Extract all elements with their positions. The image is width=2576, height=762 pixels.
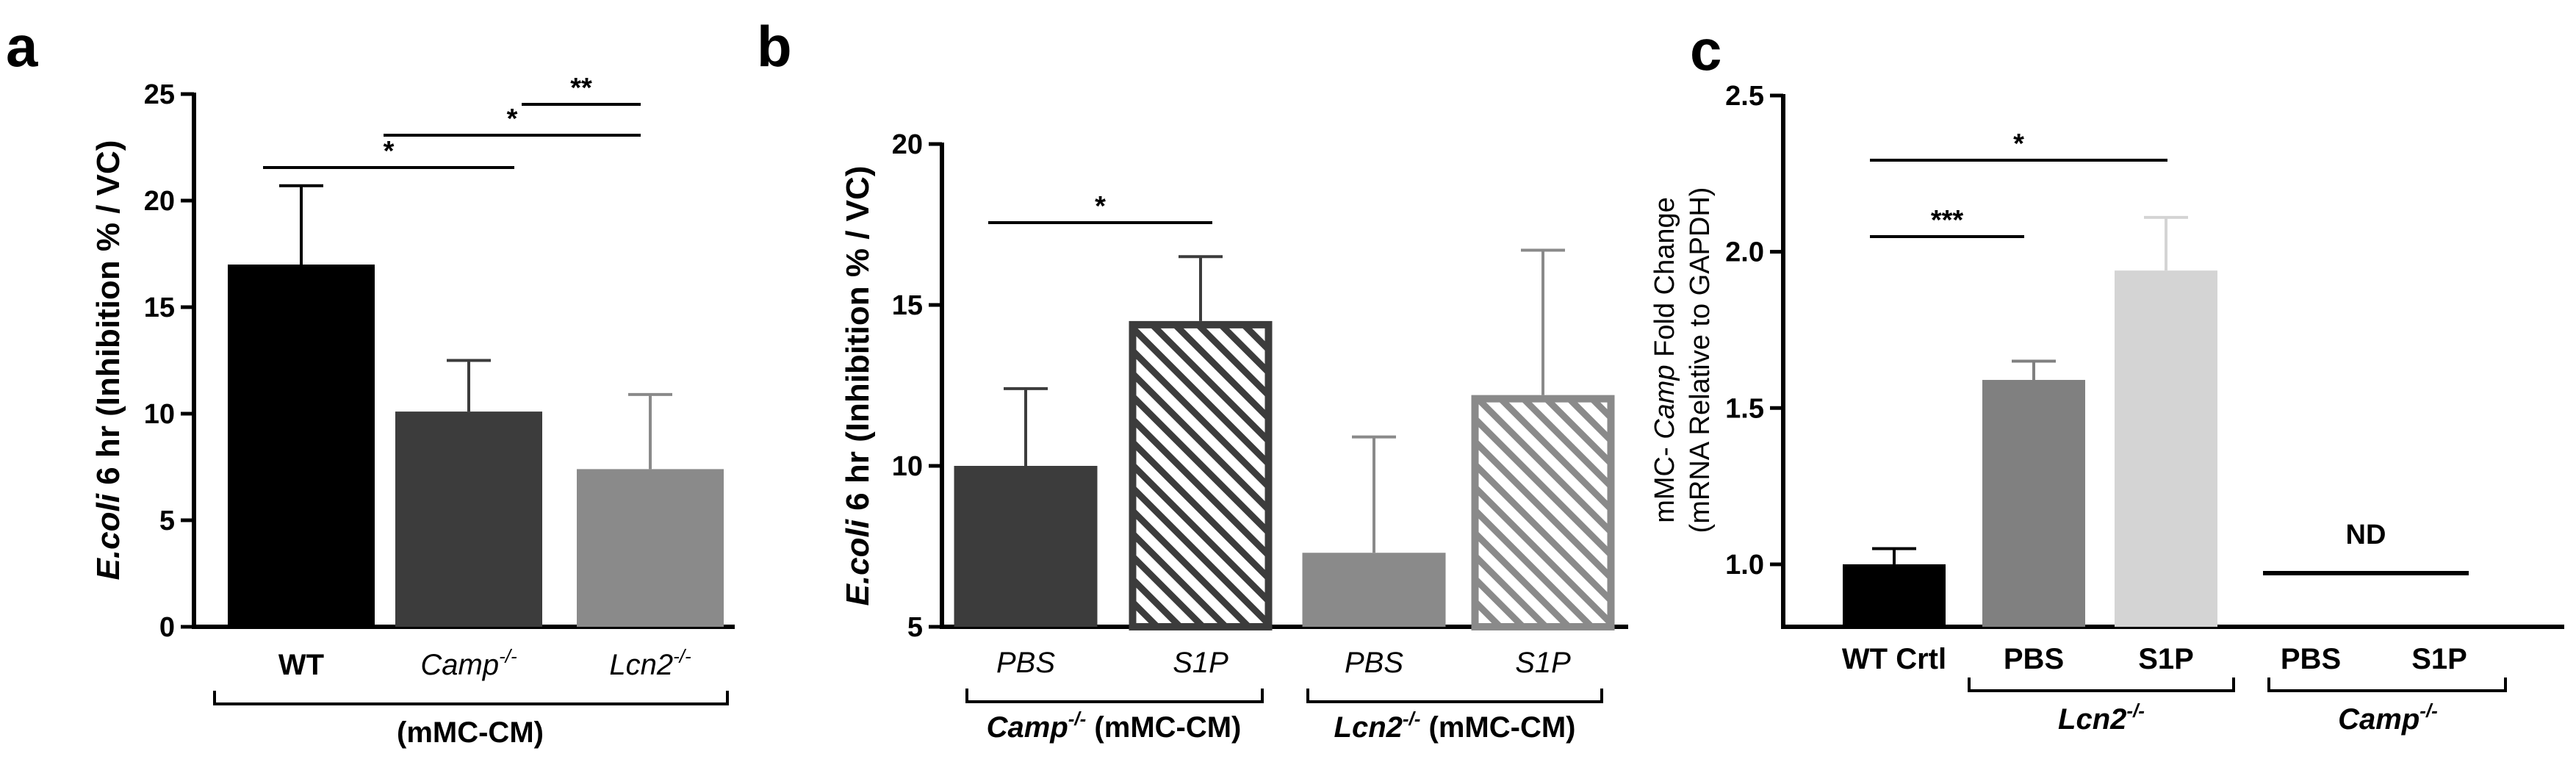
b-ytick-label: 15 [892,290,923,321]
a-ytick-label: 5 [159,506,175,536]
a-significance-label: ** [570,73,592,104]
b-category-label: PBS [996,647,1055,679]
b-category-label: S1P [1173,647,1228,679]
c-bar [2115,270,2217,627]
b-group-label: Lcn2-/- (mMC-CM) [1334,708,1576,744]
b-ytick-label: 10 [892,451,923,482]
c-category-label: PBS [2281,643,2341,675]
panel-letter-a: a [6,14,38,79]
c-not-detected-label: ND [2346,520,2386,550]
b-category-label: PBS [1345,647,1403,679]
c-category-label: S1P [2411,643,2467,675]
c-category-label: S1P [2138,643,2194,675]
c-group-bracket [1968,677,2235,692]
b-bar [1129,320,1273,630]
a-ytick-label: 25 [144,79,175,110]
b-y-axis-label: E.coli 6 hr (Inhibition % / VC) [840,166,876,606]
b-bar [1471,395,1615,630]
b-bar [954,466,1098,627]
c-ytick-label: 2.5 [1725,81,1764,112]
a-y-axis-label: E.coli 6 hr (Inhibition % / VC) [90,140,126,581]
b-group-label: Camp-/- (mMC-CM) [987,708,1242,744]
c-ytick-label: 2.0 [1725,237,1764,268]
a-category-label: Camp-/- [420,645,517,681]
a-group-bracket [213,691,729,705]
a-significance-label: * [384,136,395,167]
c-significance-label: * [2013,129,2024,159]
c-y-axis-label-line2: (mRNA Relative to GAPDH) [1685,187,1716,533]
a-bar [395,411,542,627]
a-bar [228,265,375,627]
c-bar [1982,380,2085,627]
c-group-label: Camp-/- [2338,700,2438,736]
b-group-bracket [1306,689,1603,703]
a-ytick-label: 0 [159,612,175,643]
a-significance-label: * [507,104,518,134]
b-ytick-label: 5 [907,612,923,643]
b-category-label: S1P [1515,647,1571,679]
c-ytick-label: 1.0 [1725,550,1764,581]
a-group-label: (mMC-CM) [397,716,544,749]
b-ytick-label: 20 [892,129,923,160]
c-group-label: Lcn2-/- [2058,700,2145,736]
a-ytick-label: 15 [144,292,175,323]
c-group-bracket [2267,677,2507,692]
panel-c-chart: 1.0 1.5 2.0 2.5 WT Crtl PBS S1P PBS S1P ND Lcn2-/-… [1649,81,2564,736]
c-ytick-label: 1.5 [1725,393,1764,424]
a-category-label: Lcn2-/- [609,645,691,681]
panel-letter-b: b [757,14,792,79]
a-category-label: WT [278,649,324,681]
panel-b-chart: 5 10 15 20 PBS S1P PBS S1P Camp-/- (mMC-CM) Lcn2-… [840,129,1628,744]
a-ytick-label: 20 [144,186,175,217]
a-ytick-label: 10 [144,399,175,430]
b-bar [1302,553,1446,627]
b-group-bracket [965,689,1264,703]
c-bar [1843,564,1946,627]
c-significance-label: *** [1931,205,1964,236]
b-significance-label: * [1095,191,1106,222]
c-category-label: PBS [2004,643,2064,675]
panel-letter-c: c [1690,18,1721,82]
a-bar [577,469,724,627]
c-y-axis-label: mMC- Camp Fold Change [1649,197,1680,523]
c-category-label: WT Crtl [1842,643,1946,675]
